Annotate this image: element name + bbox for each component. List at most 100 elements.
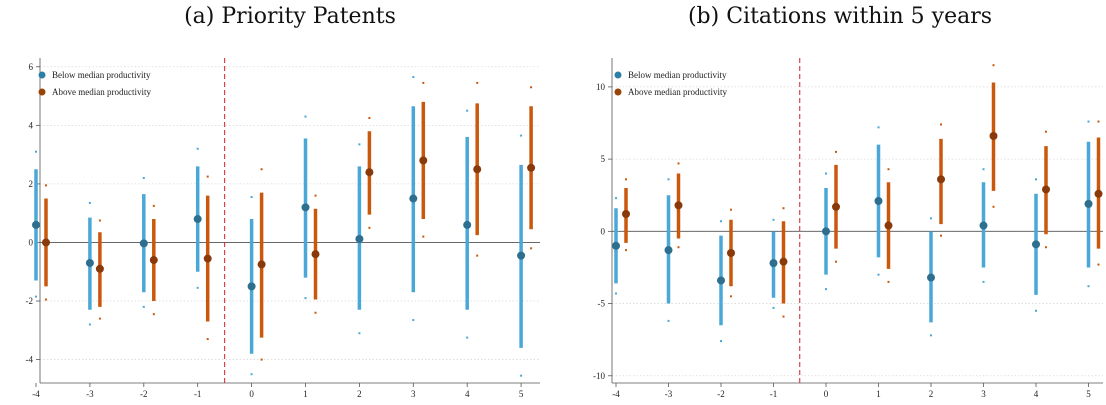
x-tick-label: 5 <box>1086 389 1091 399</box>
ci95-upper-marker <box>887 168 890 171</box>
point-estimate <box>622 210 630 218</box>
ci95-lower-marker <box>476 254 479 257</box>
ci95-lower-marker <box>887 280 890 283</box>
ci95-upper-marker <box>304 115 307 118</box>
ci95-lower-marker <box>730 295 732 298</box>
ci95-upper-marker <box>196 147 199 150</box>
ci95-upper-marker <box>782 207 785 210</box>
point-estimate <box>139 239 148 248</box>
ci95-lower-marker <box>412 319 415 322</box>
ci95-upper-marker <box>825 172 827 175</box>
point-estimate <box>257 260 266 269</box>
ci95-upper-marker <box>615 197 617 200</box>
series-below-median <box>32 76 526 377</box>
point-estimate <box>311 250 320 259</box>
point-estimate <box>874 197 883 205</box>
point-estimate <box>989 132 998 140</box>
x-tick-label: 4 <box>465 389 470 399</box>
ci95-lower-marker <box>772 306 775 309</box>
ci95-upper-marker <box>720 220 722 223</box>
ci95-upper-marker <box>250 196 253 199</box>
point-estimate <box>193 215 202 224</box>
panel-a-plot: -4 -2 0 2 4 6 -4 -3 -2 -1 0 1 2 3 4 5 Below median produ… <box>26 58 540 399</box>
series-above-median <box>42 81 536 361</box>
ci95-upper-marker <box>1035 178 1037 181</box>
point-estimate <box>473 165 482 174</box>
point-estimate <box>1042 185 1050 194</box>
point-estimate <box>937 175 945 184</box>
point-estimate <box>717 276 725 285</box>
x-tick-label: -2 <box>140 389 148 399</box>
ci95-upper-marker <box>45 184 47 187</box>
ci95-lower-marker <box>667 319 670 322</box>
ci95-upper-marker <box>476 81 479 84</box>
x-tick-label: 2 <box>357 389 362 399</box>
y-tick-label: -10 <box>593 371 605 381</box>
ci95-upper-marker <box>35 150 37 153</box>
legend-marker <box>38 71 46 79</box>
legend-marker <box>38 88 46 96</box>
ci95-upper-marker <box>992 64 995 67</box>
legend-marker <box>614 71 622 79</box>
legend-label: Above median productivity <box>52 87 151 97</box>
panel-b-title: (b) Citations within 5 years <box>687 4 993 29</box>
point-estimate <box>365 168 374 177</box>
point-estimate <box>1094 189 1103 198</box>
x-tick-label: 4 <box>1034 389 1039 399</box>
x-tick-label: 2 <box>929 389 934 399</box>
legend-label: Above median productivity <box>628 87 727 97</box>
ci95-lower-marker <box>152 313 155 316</box>
point-estimate <box>463 220 472 229</box>
point-estimate <box>779 257 788 266</box>
legend-label: Below median productivity <box>52 70 151 80</box>
y-tick-label: -2 <box>26 296 34 306</box>
ci95-lower-marker <box>1087 285 1090 288</box>
point-estimate <box>247 282 256 291</box>
ci95-upper-marker <box>877 126 880 129</box>
ci95-lower-marker <box>530 247 533 250</box>
ci95-upper-marker <box>835 150 837 153</box>
ci95-lower-marker <box>206 338 209 341</box>
ci95-upper-marker <box>206 175 209 178</box>
x-tick-label: 5 <box>519 389 524 399</box>
ci95-lower-marker <box>250 373 253 376</box>
y-tick-label: 6 <box>29 62 34 72</box>
y-tick-label: 10 <box>596 82 606 92</box>
ci95-upper-marker <box>412 76 415 79</box>
ci95-upper-marker <box>152 204 155 207</box>
ci95-upper-marker <box>772 218 775 221</box>
y-tick-label: 0 <box>29 237 34 247</box>
ci95-upper-marker <box>142 177 145 180</box>
x-tick-label: 1 <box>876 389 881 399</box>
y-tick-label: 0 <box>601 226 606 236</box>
y-tick-label: -5 <box>598 299 606 309</box>
point-estimate <box>517 251 526 260</box>
ci95-lower-marker <box>466 336 469 339</box>
ci95-lower-marker <box>825 288 827 291</box>
ci95-lower-marker <box>142 305 145 308</box>
series-below-median <box>612 120 1093 343</box>
point-estimate <box>85 258 94 267</box>
ci95-lower-marker <box>368 226 371 229</box>
ci95-upper-marker <box>260 168 263 171</box>
ci95-lower-marker <box>1097 263 1100 266</box>
ci95-lower-marker <box>1035 309 1037 312</box>
point-estimate <box>1032 240 1040 249</box>
point-estimate <box>822 227 830 236</box>
ci95-upper-marker <box>940 123 942 126</box>
x-tick-label: -1 <box>194 389 202 399</box>
ci95-lower-marker <box>260 358 263 361</box>
ci95-lower-marker <box>877 273 880 276</box>
ci95-lower-marker <box>982 280 985 283</box>
point-estimate <box>727 249 735 257</box>
ci95-lower-marker <box>358 332 361 335</box>
series-above-median <box>622 64 1103 318</box>
ci95-lower-marker <box>930 334 932 337</box>
y-tick-label: 4 <box>29 120 34 130</box>
ci95-lower-marker <box>677 246 680 249</box>
ci95-lower-marker <box>720 340 722 343</box>
ci95-lower-marker <box>304 297 307 300</box>
legend-label: Below median productivity <box>628 70 727 80</box>
